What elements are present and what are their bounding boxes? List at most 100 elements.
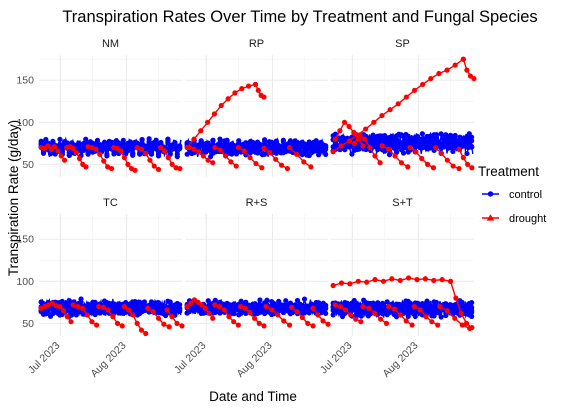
control-point [111, 151, 117, 157]
control-point [172, 139, 178, 146]
drought-point [105, 164, 111, 170]
control-point [134, 141, 140, 147]
control-point [323, 143, 329, 149]
chart-title: Transpiration Rates Over Time by Treatme… [62, 8, 537, 26]
y-tick-label: 100 [16, 276, 34, 288]
drought-point [252, 81, 259, 88]
drought-point [130, 312, 136, 318]
drought-point [456, 165, 462, 172]
control-point [431, 309, 437, 316]
control-point [264, 297, 270, 303]
control-point [158, 302, 164, 308]
drought-point [84, 312, 90, 318]
control-point [403, 145, 409, 151]
drought-point [202, 305, 209, 311]
drought-point [332, 136, 338, 142]
control-point [94, 138, 101, 144]
control-point [424, 144, 430, 150]
drought-point [108, 165, 115, 172]
drought-point [261, 323, 267, 329]
control-point [271, 145, 277, 151]
drought-point [60, 308, 67, 314]
control-point [344, 302, 350, 308]
drought-point [96, 303, 102, 310]
control-point [375, 133, 381, 139]
drought-point [251, 315, 258, 321]
control-point [57, 312, 63, 318]
control-point [422, 301, 428, 307]
control-point [375, 303, 381, 309]
drought-point [126, 307, 132, 313]
drought-point [212, 144, 218, 151]
drought-point [325, 321, 331, 327]
control-point [313, 142, 319, 148]
drought-point [456, 146, 462, 152]
drought-point [222, 153, 229, 159]
drought-point [235, 322, 241, 328]
drought-point [179, 323, 185, 329]
control-point [429, 144, 435, 150]
drought-point [459, 322, 465, 328]
control-point [280, 137, 286, 143]
drought-point [360, 303, 366, 310]
drought-point [89, 319, 95, 325]
drought-point [70, 145, 76, 151]
control-point [276, 298, 282, 304]
drought-point [403, 94, 409, 100]
drought-point [145, 305, 151, 311]
drought-point [444, 308, 450, 314]
drought-point [231, 319, 237, 325]
control-point [250, 303, 256, 309]
control-point [320, 306, 326, 312]
control-point [398, 142, 404, 148]
drought-point [155, 166, 162, 173]
control-point [139, 140, 145, 146]
drought-point [273, 156, 279, 162]
drought-point [210, 315, 216, 321]
drought-point [68, 319, 74, 325]
drought-point [452, 315, 458, 321]
drought-point [395, 101, 401, 107]
control-point [351, 303, 357, 310]
control-point [233, 306, 240, 312]
drought-point [198, 128, 204, 134]
control-point [306, 303, 312, 309]
control-point [139, 136, 145, 143]
drought-point [125, 161, 131, 167]
control-point [452, 132, 458, 139]
drought-point [332, 302, 338, 308]
control-point [372, 140, 378, 146]
control-point [184, 151, 190, 157]
control-point [210, 137, 216, 143]
drought-point [151, 163, 157, 169]
drought-point [387, 107, 393, 113]
legend-entry-control: control [482, 189, 542, 201]
control-point [403, 303, 409, 309]
panel-strip-label: RP [249, 38, 264, 50]
control-point [205, 298, 211, 304]
control-point [393, 133, 400, 139]
drought-point [191, 297, 198, 303]
control-point [132, 304, 138, 310]
drought-point [405, 164, 411, 170]
control-point [464, 133, 470, 139]
drought-point [453, 295, 459, 301]
drought-point [200, 153, 206, 159]
control-point [379, 311, 386, 317]
drought-point [228, 159, 234, 165]
drought-point [64, 314, 70, 320]
control-point [71, 310, 77, 317]
drought-point [346, 138, 353, 144]
drought-point [218, 102, 224, 109]
control-point [59, 149, 65, 155]
control-point [301, 148, 308, 154]
control-point [403, 298, 409, 304]
drought-point [267, 150, 273, 156]
drought-point [255, 87, 261, 93]
control-point [76, 140, 82, 146]
drought-point [62, 157, 68, 163]
drought-point [121, 303, 127, 310]
control-point [386, 152, 393, 158]
control-point [137, 299, 143, 305]
